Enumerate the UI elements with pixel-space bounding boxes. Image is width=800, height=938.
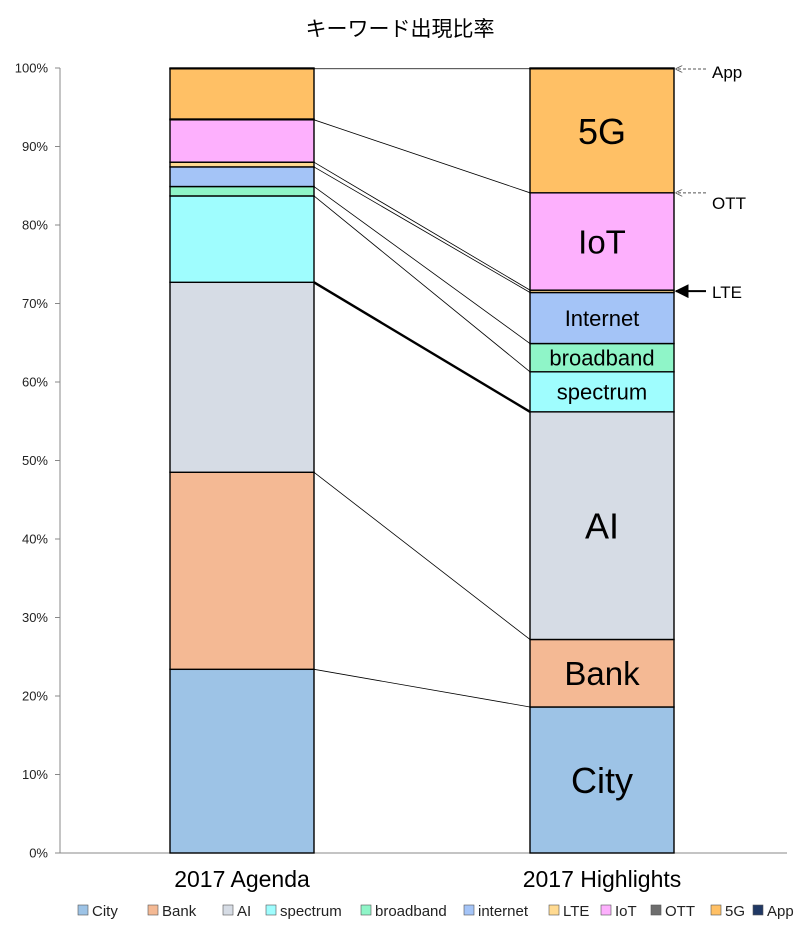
bar-app-agenda [169, 67, 315, 70]
bar-ai-agenda [169, 281, 315, 473]
annotations: App OTT LTE [674, 63, 746, 302]
bar-bank-highlights [529, 638, 675, 708]
legend-label-internet: internet [478, 903, 529, 920]
y-tick-label: 70% [22, 296, 48, 311]
legend-swatch-app [752, 904, 764, 916]
y-tick-label: 10% [22, 767, 48, 782]
legend-swatch-ai [222, 904, 234, 916]
connector-internet [313, 166, 531, 293]
y-tick-label: 60% [22, 375, 48, 390]
y-tick-label: 40% [22, 532, 48, 547]
segment-label-5g: 5G [578, 111, 626, 152]
connector-bank [313, 471, 531, 640]
bar-bank-agenda [169, 471, 315, 671]
legend-swatch-spectrum [265, 904, 277, 916]
legend: City Bank AI spectrum broadband internet LTE Io… [77, 903, 794, 920]
segment-label-city: City [571, 760, 633, 801]
bar-broadband-agenda [169, 185, 315, 197]
legend-swatch-broadband [360, 904, 372, 916]
bar-city-highlights [529, 706, 675, 854]
legend-label-bank: Bank [162, 903, 197, 920]
bar-spectrum-agenda [169, 195, 315, 284]
bar-internet-highlights [529, 291, 675, 345]
bar-internet-agenda [169, 166, 315, 188]
bars [169, 67, 675, 854]
segment-label-broadband: broadband [549, 346, 654, 371]
connector-broadband [313, 186, 531, 344]
y-tick-label: 20% [22, 689, 48, 704]
segment-labels: City Bank AI spectrum broadband Internet IoT 5G [549, 111, 654, 801]
bar-app-highlights [529, 67, 675, 70]
annotation-label-ott: OTT [712, 194, 746, 213]
segment-label-spectrum: spectrum [557, 380, 647, 405]
bar-ai-highlights [529, 411, 675, 641]
legend-swatch-bank [147, 904, 159, 916]
bar-5g-agenda [169, 68, 315, 120]
annotation-label-app: App [712, 63, 742, 82]
legend-label-app: App [767, 903, 794, 920]
legend-swatch-ott [650, 904, 662, 916]
legend-label-city: City [92, 903, 118, 920]
legend-swatch-internet [463, 904, 475, 916]
connector-iot [313, 119, 531, 194]
bar-5g-highlights [529, 68, 675, 194]
connector-lte [313, 161, 531, 291]
legend-label-5g: 5G [725, 903, 745, 920]
legend-swatch-lte [548, 904, 560, 916]
segment-label-bank: Bank [564, 655, 640, 692]
legend-label-ott: OTT [665, 903, 695, 920]
axes: 0% 10% 20% 30% 40% 50% 60% 70% 80% 90% 100% 2017 Ag… [15, 61, 787, 892]
connector-ai [313, 281, 531, 413]
bar-lte-agenda [169, 161, 315, 168]
legend-swatch-5g [710, 904, 722, 916]
bar-iot-agenda [169, 119, 315, 163]
legend-swatch-city [77, 904, 89, 916]
y-tick-label: 0% [29, 846, 48, 861]
connector-spectrum [313, 195, 531, 373]
y-tick-label: 30% [22, 610, 48, 625]
segment-label-iot: IoT [578, 223, 626, 260]
chart-title: キーワード出現比率 [306, 17, 495, 41]
y-tick-label: 100% [15, 61, 49, 76]
legend-label-spectrum: spectrum [280, 903, 342, 920]
bar-iot-highlights [529, 192, 675, 291]
y-tick-label: 50% [22, 453, 48, 468]
bar-city-agenda [169, 668, 315, 854]
legend-label-lte: LTE [563, 903, 589, 920]
y-tick-label: 90% [22, 139, 48, 154]
legend-swatch-iot [600, 904, 612, 916]
annotation-label-lte: LTE [712, 283, 742, 302]
connector-lines [313, 68, 531, 708]
legend-label-broadband: broadband [375, 903, 447, 920]
segment-label-internet: Internet [565, 306, 640, 331]
y-tick-label: 80% [22, 218, 48, 233]
legend-label-ai: AI [237, 903, 251, 920]
bar-spectrum-highlights [529, 371, 675, 413]
segment-label-ai: AI [585, 506, 619, 547]
x-category-label: 2017 Agenda [174, 866, 310, 892]
x-category-label: 2017 Highlights [523, 866, 682, 892]
legend-label-iot: IoT [615, 903, 637, 920]
connector-city [313, 668, 531, 708]
